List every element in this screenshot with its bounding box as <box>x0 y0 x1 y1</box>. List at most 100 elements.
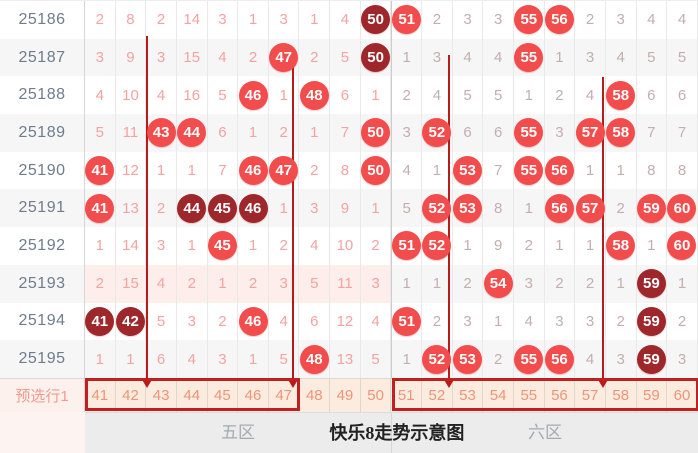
miss-count-cell: 3 <box>391 114 423 152</box>
miss-count-cell: 2 <box>391 76 423 115</box>
period-label: 25191 <box>0 189 85 228</box>
miss-count-cell: 2 <box>299 151 331 190</box>
drawn-ball: 52 <box>422 231 452 261</box>
miss-count-cell: 2 <box>575 1 606 39</box>
miss-count-cell: 11 <box>116 114 147 152</box>
miss-count: 5 <box>95 124 104 142</box>
preselect-cell[interactable]: 56 <box>544 379 576 412</box>
miss-count-cell: 1 <box>299 1 331 39</box>
drawn-ball: 56 <box>544 156 574 186</box>
number-cell: 46 <box>238 151 269 190</box>
preselect-cell[interactable]: 57 <box>575 379 606 412</box>
miss-count: 3 <box>555 312 564 330</box>
number-cell: 46 <box>238 189 269 228</box>
preselect-cell[interactable]: 48 <box>299 379 331 412</box>
miss-count-cell: 1 <box>85 227 116 265</box>
number-cell: 58 <box>606 76 637 115</box>
period-label: 25189 <box>0 114 85 152</box>
miss-count-cell: 4 <box>85 76 116 115</box>
preselect-cell[interactable]: 53 <box>452 379 484 412</box>
drawn-ball: 50 <box>361 118 391 148</box>
drawn-ball: 56 <box>544 193 574 223</box>
zone5-label: 五区 <box>221 423 255 442</box>
miss-count: 3 <box>463 11 472 29</box>
miss-count: 5 <box>340 49 350 67</box>
miss-count-cell: 2 <box>176 264 208 303</box>
drawn-ball: 55 <box>514 5 544 35</box>
number-cell: 44 <box>177 189 208 228</box>
footer-band: 五区 六区 快乐8走势示意图 <box>85 412 698 453</box>
miss-count: 5 <box>402 199 411 217</box>
miss-count-cell: 4 <box>575 340 606 378</box>
miss-count-cell: 5 <box>667 38 698 77</box>
drawn-ball: 53 <box>453 344 482 374</box>
number-cell: 50 <box>361 151 392 190</box>
miss-count: 15 <box>122 275 139 293</box>
miss-count: 4 <box>493 49 503 67</box>
miss-count: 1 <box>218 275 227 293</box>
preselect-cell[interactable]: 49 <box>330 379 361 412</box>
miss-count-cell: 7 <box>208 151 239 190</box>
miss-count-cell: 3 <box>545 114 576 152</box>
miss-count: 7 <box>218 162 227 180</box>
miss-count-cell: 4 <box>391 151 423 190</box>
miss-count-cell: 6 <box>453 114 484 152</box>
miss-count-cell: 9 <box>116 38 147 77</box>
miss-count: 3 <box>585 312 595 330</box>
preselect-cell[interactable]: 41 <box>85 379 116 412</box>
preselect-cell[interactable]: 50 <box>360 379 392 412</box>
drawn-ball: 47 <box>269 43 299 73</box>
miss-count-cell: 1 <box>422 264 453 303</box>
miss-count: 10 <box>122 86 139 104</box>
preselect-cell[interactable]: 51 <box>391 379 423 412</box>
miss-count: 5 <box>677 49 687 67</box>
miss-count-cell: 2 <box>545 264 576 303</box>
miss-count: 6 <box>218 124 227 142</box>
preselect-cell[interactable]: 42 <box>115 379 147 412</box>
miss-count: 1 <box>647 237 656 255</box>
drawn-ball: 59 <box>636 193 666 223</box>
miss-count: 16 <box>183 86 201 104</box>
preselect-cell[interactable]: 46 <box>238 379 269 412</box>
number-cell: 41 <box>85 151 116 190</box>
preselect-cell[interactable]: 43 <box>146 379 177 412</box>
miss-count-cell: 9 <box>330 189 361 228</box>
miss-count: 2 <box>616 199 625 217</box>
miss-count-cell: 7 <box>330 114 361 152</box>
number-cell: 47 <box>269 38 300 77</box>
miss-count: 4 <box>647 11 656 29</box>
miss-count-cell: 8 <box>667 151 698 190</box>
miss-count: 1 <box>677 275 687 293</box>
miss-count-cell: 1 <box>116 340 147 378</box>
number-cell: 57 <box>575 114 606 152</box>
miss-count: 8 <box>340 162 350 180</box>
preselect-cell[interactable]: 44 <box>176 379 208 412</box>
miss-count-cell: 3 <box>575 38 606 77</box>
miss-count-cell: 4 <box>146 264 177 303</box>
miss-count: 4 <box>463 49 472 67</box>
draw-row: 25193 2 15 4 2 1 2 3 5 11 3 1 1 2 54 3 2 2 1 59 1 <box>0 264 698 303</box>
preselect-cell[interactable]: 47 <box>268 379 300 412</box>
miss-count-cell: 3 <box>177 302 208 341</box>
preselect-cell[interactable]: 59 <box>636 379 668 412</box>
preselect-cell[interactable]: 60 <box>667 379 698 412</box>
miss-count: 3 <box>402 124 411 142</box>
miss-count: 2 <box>279 124 288 142</box>
preselect-cell[interactable]: 58 <box>605 379 637 412</box>
miss-count-cell: 14 <box>177 1 208 39</box>
miss-count-cell: 1 <box>207 264 239 303</box>
preselect-cell[interactable]: 55 <box>513 379 545 412</box>
preselect-cell[interactable]: 52 <box>422 379 453 412</box>
drawn-ball-dark: 42 <box>115 306 145 336</box>
miss-count: 4 <box>371 312 380 330</box>
preselect-cell[interactable]: 54 <box>483 379 514 412</box>
miss-count: 8 <box>493 199 503 217</box>
miss-count-cell: 3 <box>453 1 484 39</box>
number-cell: 41 <box>85 189 116 228</box>
miss-count: 2 <box>677 312 687 330</box>
drawn-ball: 46 <box>238 80 268 110</box>
miss-count: 3 <box>616 11 625 29</box>
miss-count: 5 <box>310 275 319 293</box>
miss-count-cell: 6 <box>667 76 698 115</box>
preselect-cell[interactable]: 45 <box>207 379 239 412</box>
